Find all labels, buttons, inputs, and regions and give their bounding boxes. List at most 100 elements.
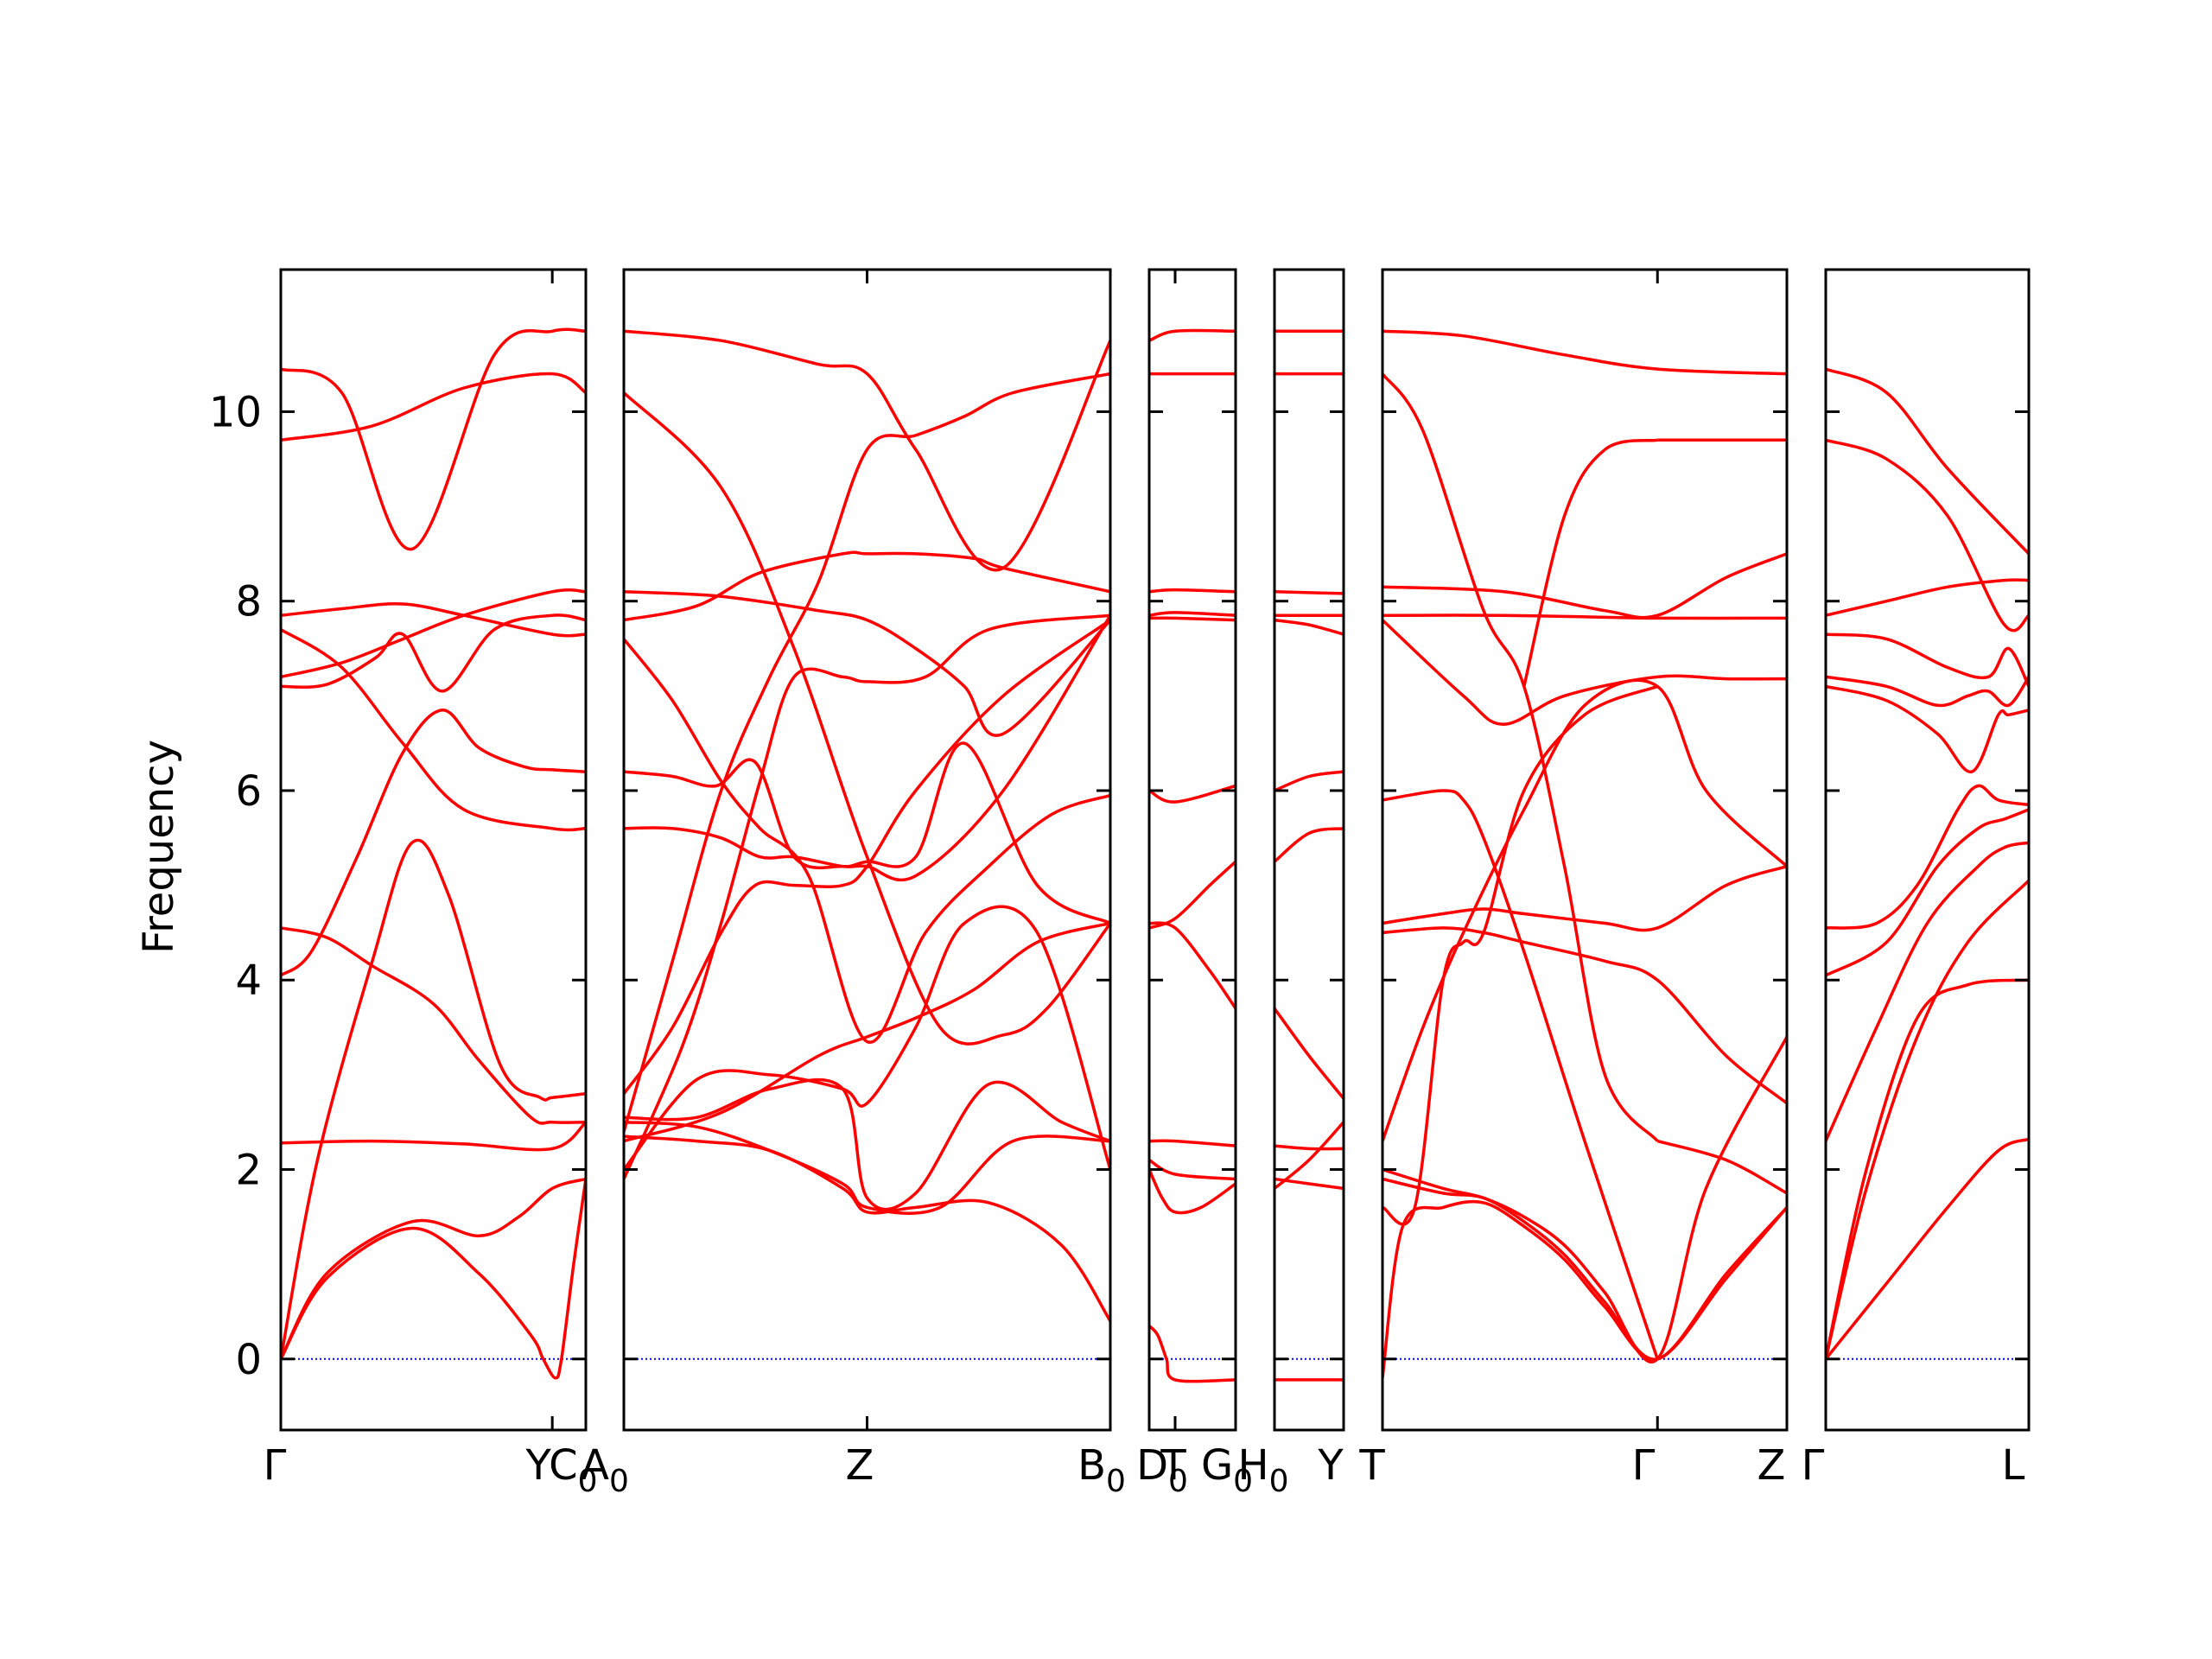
band-line xyxy=(1382,329,1787,376)
k-point-label: T xyxy=(1358,1441,1385,1490)
panel-2 xyxy=(622,268,1112,1432)
y-tick-label: 2 xyxy=(235,1147,262,1195)
band-line xyxy=(281,628,586,832)
panels-group: 0 2 4 6 8 10 xyxy=(209,268,2031,1432)
band-line xyxy=(624,1135,1110,1322)
band-line xyxy=(1382,1036,1787,1363)
k-point-label: Γ xyxy=(264,1441,287,1490)
band-line xyxy=(281,327,586,551)
band-lines xyxy=(1826,367,2029,1360)
band-line xyxy=(1149,1158,1236,1181)
band-line xyxy=(1382,789,1659,1360)
band-line xyxy=(1274,1007,1344,1100)
band-lines xyxy=(281,327,586,1380)
band-line xyxy=(1522,438,1658,687)
band-line xyxy=(1149,616,1236,622)
y-tick-label: 8 xyxy=(235,578,262,626)
band-line xyxy=(281,709,586,977)
band-line xyxy=(1382,865,1787,932)
band-line xyxy=(1274,618,1344,636)
band-line xyxy=(1274,590,1344,595)
band-line xyxy=(281,926,586,1125)
panel-frame xyxy=(1273,268,1345,1432)
band-line xyxy=(1382,684,1658,1226)
k-point-label: YC0 xyxy=(524,1441,597,1499)
band-line xyxy=(1149,860,1236,930)
band-line xyxy=(1382,1199,1787,1378)
band-line xyxy=(1826,684,2029,773)
band-line xyxy=(1826,578,2029,617)
band-line xyxy=(624,590,1110,737)
k-point-label: Z xyxy=(1758,1441,1786,1490)
band-line xyxy=(1382,552,1787,620)
y-tick-label: 0 xyxy=(235,1336,262,1384)
band-line xyxy=(1826,784,2029,930)
k-point-label: D0 xyxy=(1136,1441,1188,1499)
band-line xyxy=(1826,367,2029,556)
band-line xyxy=(1382,619,1787,726)
panel-5 xyxy=(1381,268,1789,1432)
band-line xyxy=(1382,1177,1787,1361)
k-point-label: A0 xyxy=(581,1441,629,1499)
band-line xyxy=(624,905,1110,1171)
k-point-label: G0 xyxy=(1201,1441,1253,1499)
k-point-label: Γ xyxy=(1632,1441,1656,1490)
k-point-label: Y xyxy=(1317,1441,1344,1490)
band-line xyxy=(1149,328,1236,342)
k-point-label: Z xyxy=(846,1441,874,1490)
band-line xyxy=(1382,926,1787,1105)
band-line xyxy=(624,638,1110,1044)
band-line xyxy=(1274,827,1344,863)
band-line xyxy=(1826,841,2029,1142)
band-line xyxy=(624,372,1110,1133)
panel-3 xyxy=(1147,268,1237,1432)
band-lines xyxy=(1382,329,1787,1378)
band-line xyxy=(1149,1139,1236,1147)
band-line xyxy=(624,329,1110,572)
y-tick-label: 10 xyxy=(209,388,262,436)
band-line xyxy=(1826,438,2029,632)
band-line xyxy=(281,372,586,442)
band-line xyxy=(624,614,1110,882)
band-line xyxy=(624,613,1110,1180)
y-axis-label: Frequency xyxy=(135,740,183,954)
band-line xyxy=(1149,1325,1236,1383)
band-line xyxy=(1149,1168,1236,1215)
panel-frame xyxy=(279,268,588,1432)
y-tick-label: 6 xyxy=(235,767,262,816)
band-line xyxy=(624,619,1110,1095)
k-point-label: Γ xyxy=(1802,1441,1825,1490)
k-point-label: H0 xyxy=(1238,1441,1289,1499)
panel-frame xyxy=(1824,268,2031,1432)
panel-frame xyxy=(1147,268,1237,1432)
band-line xyxy=(1826,808,2029,977)
band-line xyxy=(1149,921,1236,1010)
panel-6 xyxy=(1824,268,2031,1432)
panel-4 xyxy=(1273,268,1345,1432)
band-line xyxy=(281,838,586,1360)
band-line xyxy=(1274,770,1344,792)
band-line xyxy=(281,1121,586,1152)
panel-frame xyxy=(622,268,1112,1432)
band-line xyxy=(1826,879,2029,1360)
band-lines xyxy=(1149,328,1236,1383)
band-lines xyxy=(1274,329,1344,1382)
band-line xyxy=(1149,784,1236,804)
band-line xyxy=(1382,678,1787,1142)
band-line xyxy=(1274,1177,1344,1191)
band-line xyxy=(624,741,1110,925)
band-line xyxy=(624,550,1110,622)
band-line xyxy=(624,391,1110,1046)
band-line xyxy=(1382,372,1659,1142)
band-line xyxy=(1826,1137,2029,1360)
band-line xyxy=(1656,1139,1787,1195)
panel-frame xyxy=(1381,268,1789,1432)
band-line xyxy=(281,602,586,638)
k-point-label: L xyxy=(2002,1441,2025,1490)
k-point-label: B0 xyxy=(1077,1441,1126,1499)
band-line xyxy=(281,613,586,693)
band-line xyxy=(1274,1144,1344,1151)
band-line xyxy=(1826,978,2029,1360)
k-point-label: T xyxy=(1160,1441,1186,1490)
